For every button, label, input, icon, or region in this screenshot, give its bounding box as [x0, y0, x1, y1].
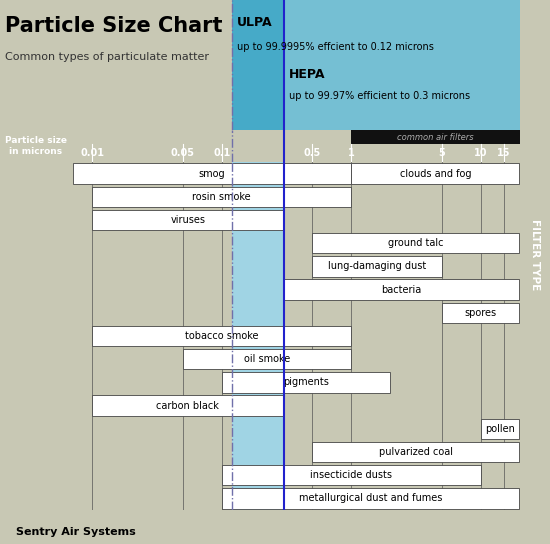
Text: viruses: viruses [170, 215, 205, 225]
Text: common air filters: common air filters [397, 133, 474, 141]
Text: Sentry Air Systems: Sentry Air Systems [16, 528, 136, 537]
Bar [232, 162, 284, 510]
Bar [312, 256, 442, 276]
Bar [312, 233, 519, 254]
Text: clouds and fog: clouds and fog [400, 169, 471, 178]
Text: HEPA: HEPA [289, 67, 325, 81]
Text: ground talc: ground talc [388, 238, 444, 248]
Text: tobacco smoke: tobacco smoke [185, 331, 258, 341]
Bar [222, 488, 519, 509]
Text: 15: 15 [497, 148, 510, 158]
Text: pulvarized coal: pulvarized coal [379, 447, 453, 457]
Bar [442, 302, 519, 323]
Bar [73, 163, 351, 184]
Text: 0.01: 0.01 [80, 148, 104, 158]
Text: metallurgical dust and fumes: metallurgical dust and fumes [299, 493, 442, 503]
Bar [222, 465, 481, 485]
Text: 10: 10 [474, 148, 488, 158]
Bar [284, 0, 520, 130]
Text: spores: spores [465, 308, 497, 318]
Bar [312, 442, 519, 462]
Bar [351, 130, 520, 144]
Text: 0.1: 0.1 [213, 148, 230, 158]
Text: carbon black: carbon black [156, 400, 219, 411]
Bar [232, 0, 520, 130]
Text: Particle Size Chart: Particle Size Chart [5, 16, 223, 35]
Text: 0.5: 0.5 [304, 148, 321, 158]
Text: pollen: pollen [485, 424, 515, 434]
Bar [481, 418, 519, 439]
Text: FILTER TYPE: FILTER TYPE [530, 219, 540, 290]
Text: ULPA: ULPA [237, 16, 273, 29]
Text: Common types of particulate matter: Common types of particulate matter [5, 52, 209, 62]
Text: lung-damaging dust: lung-damaging dust [328, 262, 426, 271]
Text: 1: 1 [348, 148, 355, 158]
Bar [284, 280, 519, 300]
Text: rosin smoke: rosin smoke [192, 192, 251, 202]
Text: smog: smog [199, 169, 225, 178]
Text: up to 99.9995% effcient to 0.12 microns: up to 99.9995% effcient to 0.12 microns [237, 41, 434, 52]
Text: 5: 5 [438, 148, 446, 158]
Bar [92, 210, 284, 230]
Bar [183, 349, 351, 369]
Text: insecticide dusts: insecticide dusts [310, 470, 392, 480]
Text: oil smoke: oil smoke [244, 354, 290, 364]
Text: up to 99.97% efficient to 0.3 microns: up to 99.97% efficient to 0.3 microns [289, 91, 470, 101]
Bar [92, 395, 284, 416]
Text: 0.05: 0.05 [170, 148, 195, 158]
Text: pigments: pigments [283, 378, 329, 387]
Bar [92, 187, 351, 207]
Text: bacteria: bacteria [381, 285, 422, 295]
Bar [92, 326, 351, 346]
Text: Particle size
in microns: Particle size in microns [5, 137, 67, 156]
Bar [351, 163, 519, 184]
Bar [222, 372, 390, 393]
